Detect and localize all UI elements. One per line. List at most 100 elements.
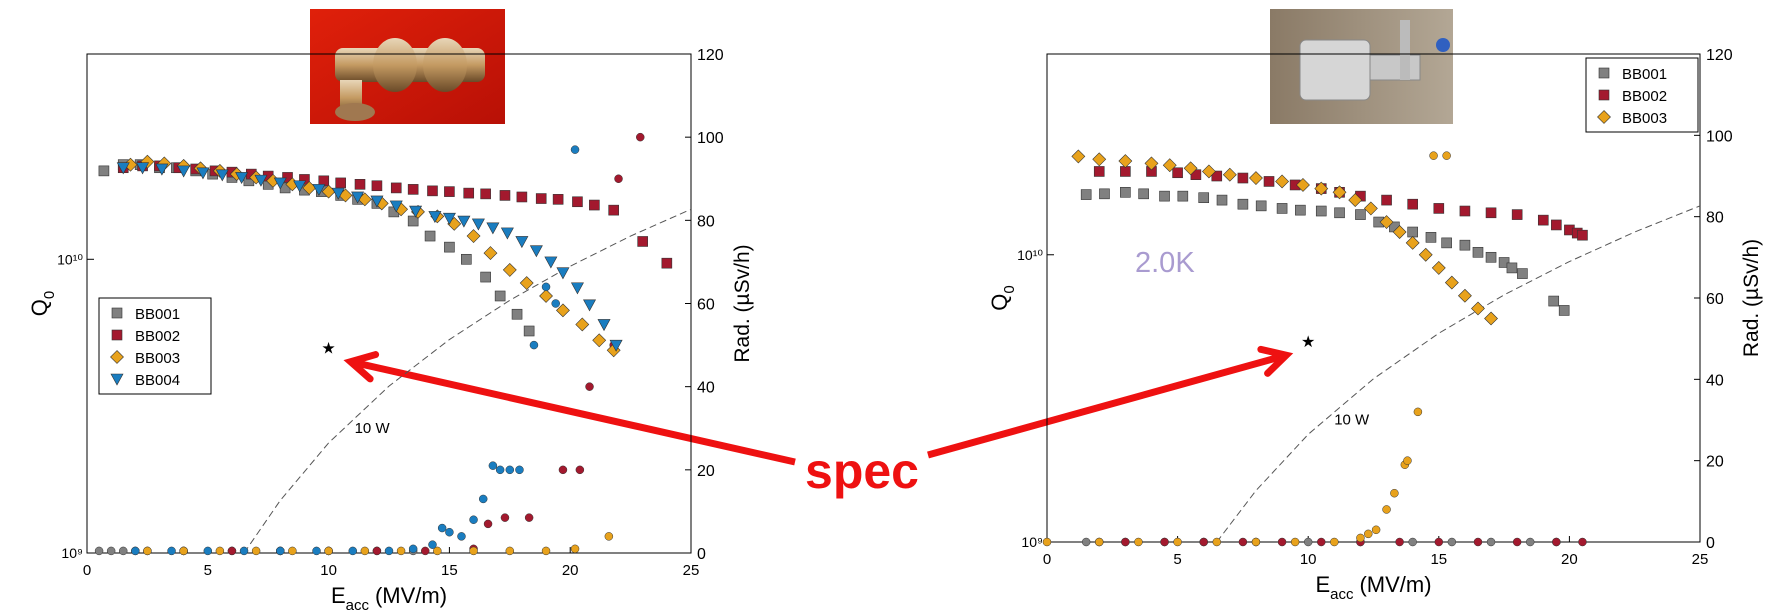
point — [1275, 174, 1290, 189]
radiation-point — [203, 546, 213, 556]
power-line — [243, 208, 692, 554]
point — [215, 169, 229, 182]
point — [1276, 203, 1288, 214]
radiation-point — [469, 515, 478, 524]
point — [136, 162, 150, 175]
x-axis-label-main: E — [1315, 572, 1330, 597]
point — [1405, 235, 1420, 250]
radiation-point — [575, 465, 585, 475]
point — [235, 172, 249, 185]
temperature-note: 2.0K — [1135, 247, 1195, 279]
y2-axis-label: Rad. (µSv/h) — [731, 244, 754, 362]
radiation-point — [324, 546, 333, 556]
radiation-point — [1081, 537, 1091, 547]
point — [483, 246, 498, 260]
point — [1392, 225, 1407, 239]
legend-label: BB002 — [135, 328, 180, 345]
point — [552, 194, 564, 205]
radiation-point — [495, 465, 505, 475]
point — [466, 229, 481, 243]
x-tick-label: 10 — [1300, 551, 1317, 568]
x-axis-label-unit: (MV/m) — [375, 583, 447, 608]
point — [1506, 262, 1518, 274]
point — [1159, 190, 1170, 202]
radiation-point — [118, 546, 128, 556]
radiation-point — [94, 546, 104, 556]
radiation-point — [384, 546, 394, 556]
legend-marker — [1597, 110, 1611, 124]
point — [461, 253, 472, 265]
y2-tick-label: 20 — [1706, 454, 1724, 471]
radiation-point — [604, 532, 614, 541]
legend-label: BB004 — [135, 372, 180, 389]
y-tick-label: 10¹⁰ — [57, 251, 83, 267]
point — [1162, 158, 1177, 173]
point — [515, 236, 529, 249]
radiation-point — [143, 546, 152, 556]
point — [424, 230, 436, 242]
x-tick-label: 20 — [562, 562, 579, 579]
point — [1249, 171, 1263, 185]
point — [529, 245, 543, 258]
y-axis-label: Q0 — [27, 291, 58, 316]
radiation-point — [1382, 505, 1391, 514]
point — [511, 308, 523, 320]
radiation-point — [558, 465, 568, 475]
point — [98, 165, 110, 177]
radiation-point — [227, 546, 237, 556]
point — [293, 180, 307, 193]
x-tick-label: 0 — [83, 562, 91, 579]
radiation-point — [1094, 537, 1104, 547]
point — [499, 190, 511, 201]
point — [1551, 219, 1562, 231]
point — [1577, 229, 1588, 241]
point — [1138, 188, 1149, 200]
radiation-point — [1525, 537, 1535, 547]
legend-marker — [110, 350, 124, 364]
point — [1431, 260, 1446, 275]
radiation-point — [636, 132, 645, 142]
point — [389, 200, 403, 213]
radiation-point — [1390, 488, 1399, 498]
x-tick-label: 25 — [1692, 551, 1709, 568]
x-tick-label: 15 — [1430, 551, 1447, 568]
radiation-point — [396, 546, 406, 556]
legend-label: BB001 — [1622, 66, 1667, 83]
legend-label: BB003 — [135, 350, 180, 367]
point — [1315, 205, 1327, 217]
point — [1237, 172, 1249, 184]
point — [480, 188, 491, 200]
spec-star: ★ — [1301, 334, 1315, 351]
radiation-point — [524, 513, 534, 522]
radiation-point — [348, 546, 358, 556]
radiation-point — [1042, 537, 1052, 547]
x-tick-label: 25 — [683, 562, 700, 579]
point — [1211, 170, 1223, 182]
point — [273, 177, 287, 190]
x-tick-label: 5 — [204, 562, 212, 579]
y-axis-label-main: Q — [987, 294, 1012, 311]
point — [1216, 194, 1228, 206]
y2-tick-label: 80 — [697, 213, 715, 230]
radiation-point — [1238, 537, 1248, 547]
radiation-point — [570, 145, 580, 154]
point — [116, 162, 130, 175]
point — [1222, 167, 1237, 182]
radiation-point — [541, 282, 551, 292]
point — [1314, 181, 1329, 196]
radiation-point — [1408, 537, 1417, 547]
point — [539, 289, 553, 303]
point — [1099, 188, 1110, 200]
y-tick-label: 10¹⁰ — [1017, 247, 1043, 263]
point — [1348, 193, 1363, 208]
point — [371, 180, 383, 192]
point — [1296, 178, 1310, 192]
legend-marker — [1598, 89, 1610, 101]
point — [1433, 203, 1445, 214]
radiation-point — [585, 382, 594, 391]
radiation-point — [529, 340, 539, 350]
legend-marker — [1598, 67, 1610, 79]
point — [1485, 207, 1497, 219]
y2-tick-label: 40 — [697, 380, 715, 397]
